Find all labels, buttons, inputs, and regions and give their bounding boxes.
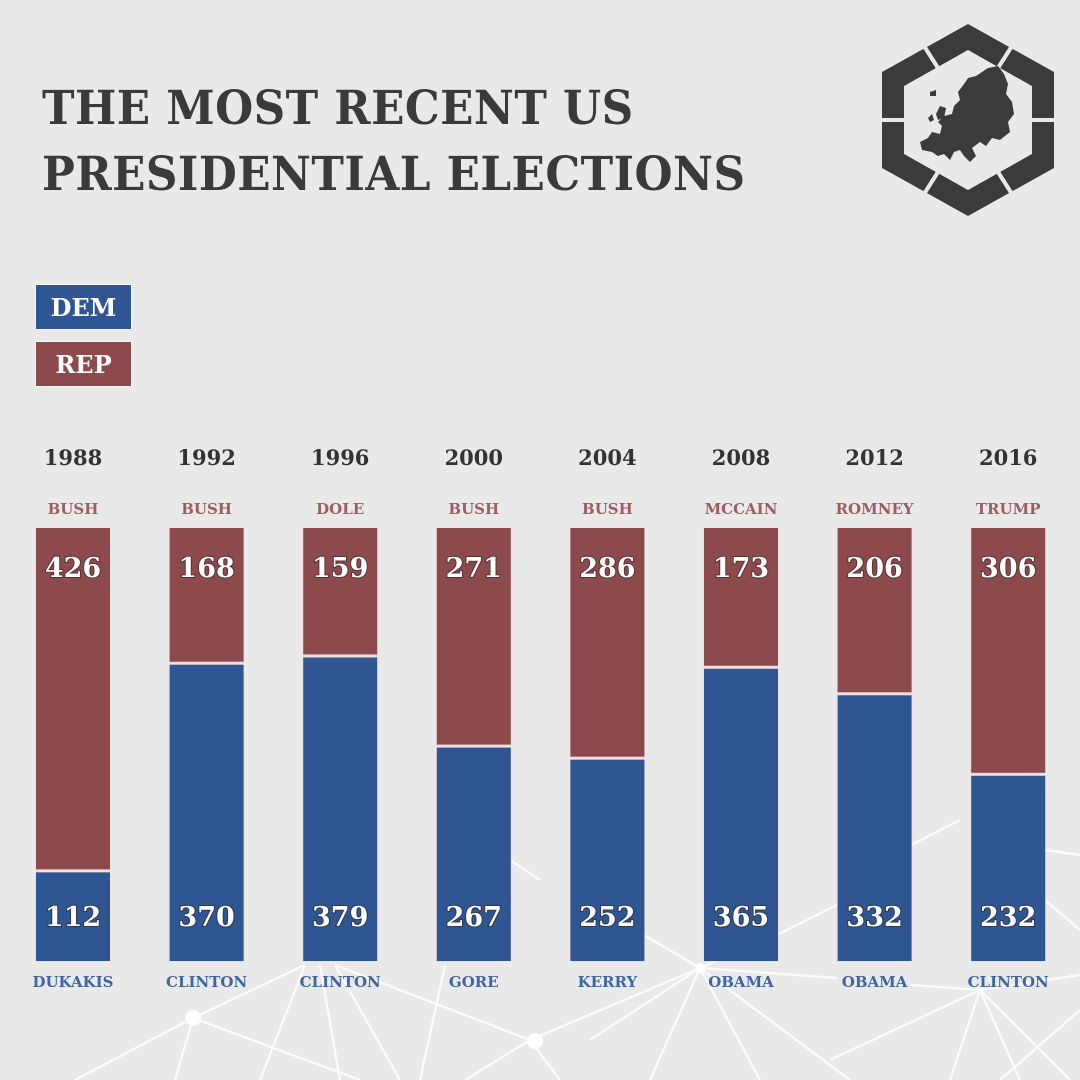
dem-candidate-2016: CLINTON bbox=[968, 973, 1049, 991]
dem-candidate-2012: OBAMA bbox=[842, 973, 908, 991]
rep-value-2004: 286 bbox=[579, 553, 635, 584]
rep-value-2012: 206 bbox=[846, 553, 902, 584]
legend-rep: REP bbox=[36, 342, 131, 386]
title-line-2: PRESIDENTIAL ELECTIONS bbox=[42, 147, 746, 202]
rep-value-1996: 159 bbox=[312, 553, 368, 584]
rep-candidate-2000: BUSH bbox=[448, 500, 499, 518]
dem-bar-2004 bbox=[570, 759, 645, 961]
dem-bar-2012 bbox=[837, 695, 912, 961]
page-title: THE MOST RECENT US PRESIDENTIAL ELECTION… bbox=[42, 76, 745, 208]
title-line-1: THE MOST RECENT US bbox=[42, 81, 634, 136]
year-label-2016: 2016 bbox=[979, 445, 1037, 470]
dem-value-2012: 332 bbox=[846, 902, 902, 933]
rep-value-1988: 426 bbox=[45, 553, 101, 584]
rep-bar-2012 bbox=[837, 528, 912, 693]
rep-candidate-1992: BUSH bbox=[181, 500, 232, 518]
rep-candidate-2004: BUSH bbox=[582, 500, 633, 518]
dem-bar-2016 bbox=[971, 775, 1046, 961]
dem-candidate-1992: CLINTON bbox=[166, 973, 247, 991]
dem-value-1996: 379 bbox=[312, 902, 368, 933]
year-label-2012: 2012 bbox=[845, 445, 903, 470]
year-label-1996: 1996 bbox=[311, 445, 369, 470]
dem-value-2008: 365 bbox=[713, 902, 769, 933]
year-label-2000: 2000 bbox=[445, 445, 503, 470]
year-label-2008: 2008 bbox=[712, 445, 770, 470]
legend-rep-label: REP bbox=[55, 349, 112, 379]
dem-bar-2000 bbox=[436, 747, 511, 961]
rep-candidate-2008: MCCAIN bbox=[705, 500, 778, 518]
rep-value-1992: 168 bbox=[178, 553, 234, 584]
rep-candidate-1988: BUSH bbox=[48, 500, 99, 518]
year-label-1992: 1992 bbox=[177, 445, 235, 470]
rep-bar-2016 bbox=[971, 528, 1046, 773]
legend-dem-label: DEM bbox=[50, 292, 117, 322]
rep-candidate-2016: TRUMP bbox=[976, 500, 1041, 518]
legend-dem: DEM bbox=[36, 285, 131, 329]
rep-value-2000: 271 bbox=[446, 553, 502, 584]
dem-candidate-2008: OBAMA bbox=[708, 973, 774, 991]
dem-bar-2008 bbox=[704, 668, 778, 961]
dem-candidate-1988: DUKAKIS bbox=[32, 973, 113, 991]
dem-value-2016: 232 bbox=[980, 902, 1036, 933]
dem-value-2000: 267 bbox=[446, 902, 502, 933]
rep-bar-1988 bbox=[36, 528, 110, 870]
rep-value-2008: 173 bbox=[713, 553, 769, 584]
dem-candidate-1996: CLINTON bbox=[300, 973, 381, 991]
europe-map-icon bbox=[920, 66, 1014, 162]
dem-bar-1988 bbox=[36, 872, 110, 961]
rep-candidate-1996: DOLE bbox=[316, 500, 364, 518]
europe-map-hexagon-logo bbox=[880, 24, 1056, 216]
rep-bar-2000 bbox=[436, 528, 511, 745]
year-label-1988: 1988 bbox=[44, 445, 102, 470]
dem-bar-1996 bbox=[303, 657, 378, 961]
rep-bar-1992 bbox=[169, 528, 244, 662]
dem-value-1988: 112 bbox=[45, 902, 101, 933]
rep-bar-2008 bbox=[704, 528, 778, 666]
dem-value-1992: 370 bbox=[178, 902, 234, 933]
rep-bar-1996 bbox=[303, 528, 378, 655]
dem-bar-1992 bbox=[169, 664, 244, 961]
rep-candidate-2012: ROMNEY bbox=[836, 500, 914, 518]
dem-candidate-2004: KERRY bbox=[578, 973, 638, 991]
rep-value-2016: 306 bbox=[980, 553, 1036, 584]
dem-value-2004: 252 bbox=[579, 902, 635, 933]
year-label-2004: 2004 bbox=[578, 445, 636, 470]
dem-candidate-2000: GORE bbox=[449, 973, 499, 991]
rep-bar-2004 bbox=[570, 528, 645, 757]
